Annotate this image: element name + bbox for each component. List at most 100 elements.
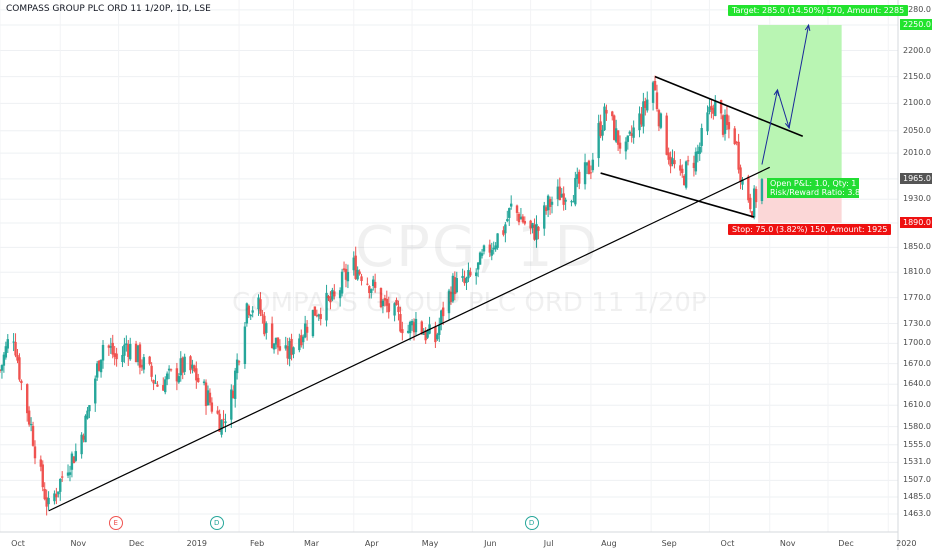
candle-body (455, 278, 458, 293)
candle-body (556, 186, 560, 200)
candle-body (270, 323, 274, 349)
candle-body (290, 338, 293, 356)
candle-body (506, 219, 509, 222)
candle-body (467, 270, 470, 279)
x-tick-label: Nov (779, 539, 796, 548)
y-tick-label: 2150.0 (903, 71, 931, 81)
candle-body (235, 359, 239, 374)
stop-label[interactable]: Stop: 75.0 (3.82%) 150, Amount: 1925 (728, 224, 892, 236)
candle-body (129, 343, 132, 360)
candle-body (220, 420, 223, 435)
candle-body (2, 354, 6, 366)
candle-body (45, 497, 48, 507)
candle-body (671, 158, 674, 165)
candle-body (465, 277, 468, 283)
risk-reward-label: Risk/Reward Ratio: 3.8 (770, 188, 861, 197)
x-tick-label: Dec (128, 539, 145, 548)
y-tick-label: 1580.0 (903, 421, 931, 431)
candle-body (181, 357, 184, 373)
candle-body (373, 281, 377, 288)
candle-body (381, 300, 385, 307)
candle-body (550, 201, 554, 205)
candle-body (698, 146, 701, 154)
candle-body (245, 303, 249, 324)
candle-body (57, 491, 60, 495)
candle-body (599, 121, 602, 137)
candle-body (752, 188, 756, 218)
candle-body (583, 162, 587, 185)
candle-body (578, 171, 581, 184)
candle-body (725, 114, 729, 126)
candle-body (708, 106, 711, 113)
candle-body (284, 345, 287, 349)
target-label[interactable]: Target: 285.0 (14.50%) 570, Amount: 2285 (728, 4, 909, 16)
y-tick-label: 1670.0 (903, 358, 931, 368)
candle-body (712, 107, 715, 114)
candle-body (333, 291, 336, 297)
candle-body (665, 115, 668, 155)
candle-body (760, 179, 764, 202)
candle-body (232, 390, 235, 399)
candle-body (162, 385, 165, 391)
candle-body (754, 189, 758, 203)
candle-body (436, 334, 439, 340)
event-marker[interactable]: D (524, 516, 539, 530)
candle-body (655, 92, 659, 110)
candle-body (113, 353, 116, 357)
candle-body (562, 193, 565, 205)
candle-body (0, 365, 4, 371)
candle-body (560, 193, 563, 198)
candle-body (31, 425, 35, 446)
candle-body (300, 335, 303, 346)
position-info[interactable]: Open P&L: 1.0, Qty: 1 Risk/Reward Ratio:… (767, 178, 861, 198)
candle-body (410, 320, 414, 326)
candle-body (331, 289, 334, 300)
candle-body (60, 476, 64, 478)
event-marker[interactable]: D (209, 516, 224, 530)
candle-body (504, 224, 507, 234)
candle-body (111, 342, 114, 355)
event-marker[interactable]: E (108, 516, 123, 530)
candle-body (533, 224, 536, 240)
x-tick-label: Feb (249, 539, 265, 548)
candle-body (723, 114, 727, 134)
candle-body (327, 296, 330, 299)
x-tick-label: Apr (364, 539, 379, 548)
candle-body (177, 376, 181, 383)
candle-body (644, 101, 647, 108)
candle-body (41, 464, 44, 488)
candle-body (638, 113, 641, 131)
y-tick-label: 1730.0 (903, 318, 931, 328)
y-tick-label: 2280.0 (903, 4, 931, 14)
candle-body (508, 208, 511, 218)
candle-body (204, 382, 208, 406)
candle-body (366, 283, 369, 285)
candle-body (315, 315, 319, 317)
candle-body (710, 105, 713, 110)
candle-body (140, 364, 144, 368)
candle-body (492, 247, 495, 250)
candle-body (628, 131, 631, 134)
x-tick-label: Sep (661, 539, 677, 548)
candle-body (463, 278, 466, 284)
candle-body (605, 109, 608, 114)
candle-body (360, 276, 363, 282)
candle-body (719, 99, 723, 114)
watermark-name: COMPASS GROUP PLC ORD 11 1/20P (232, 288, 707, 318)
candle-body (233, 370, 237, 399)
candle-body (692, 162, 696, 169)
candle-body (206, 390, 210, 406)
candle-body (509, 203, 513, 207)
candle-body (502, 230, 505, 235)
candle-body (387, 303, 390, 313)
candle-body (134, 343, 138, 363)
candle-body (482, 245, 486, 252)
candle-body (681, 168, 684, 174)
x-tick-label: Aug (601, 539, 617, 548)
candle-body (488, 244, 492, 253)
candle-body (311, 309, 315, 337)
candle-body (626, 135, 630, 142)
candle-body (624, 141, 628, 152)
candle-body (80, 434, 83, 455)
